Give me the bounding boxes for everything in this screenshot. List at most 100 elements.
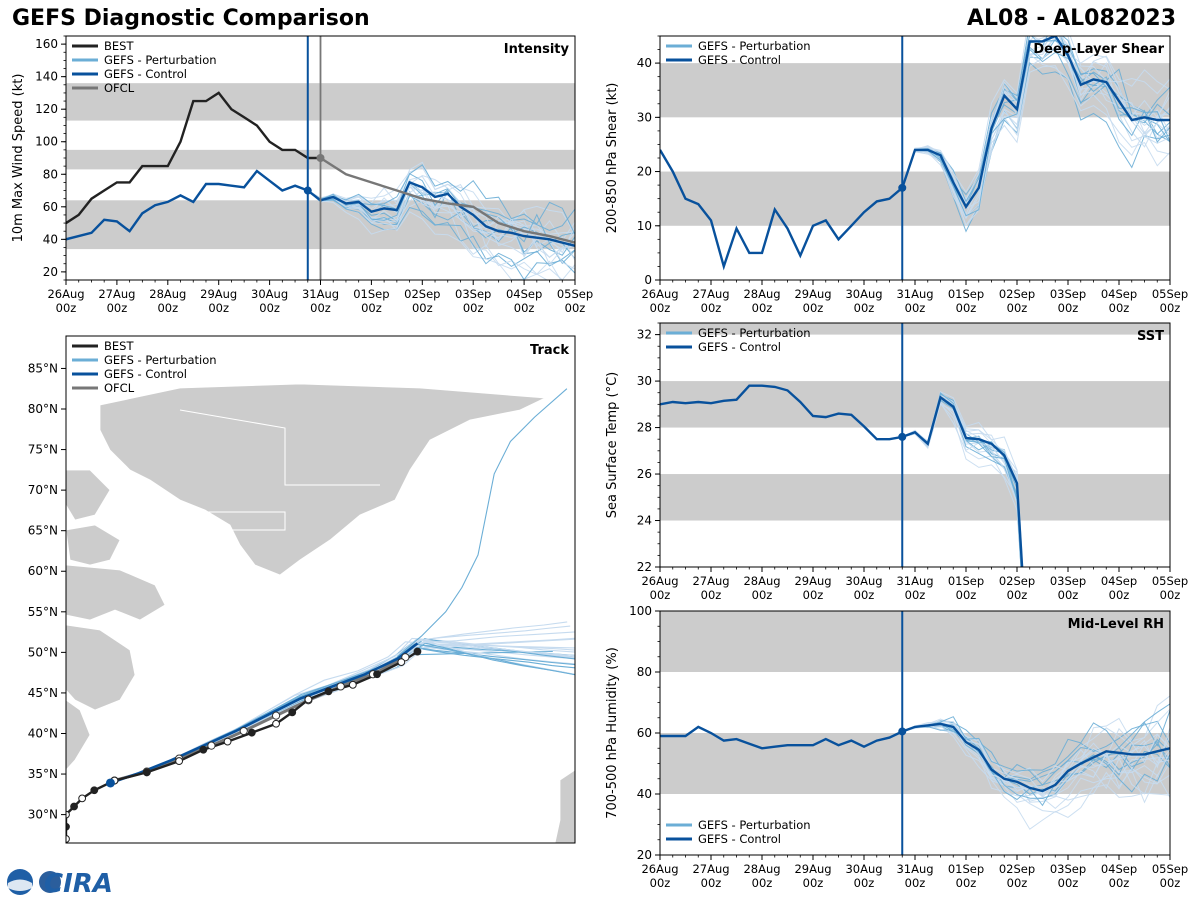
- intensity-ofcl-marker: [316, 154, 325, 162]
- landmass-5: [66, 699, 91, 771]
- rh-plot-area: [660, 611, 1170, 830]
- shear-xtick-day: 05Sep: [1152, 287, 1188, 301]
- intensity-legend-label: GEFS - Perturbation: [104, 53, 217, 67]
- track-map-area: [66, 336, 575, 843]
- sst-xtick-hour: 00z: [854, 588, 875, 602]
- rh-xtick-day: 04Sep: [1101, 862, 1137, 876]
- shear-xtick-day: 27Aug: [692, 287, 729, 301]
- rh-xtick-day: 03Sep: [1050, 862, 1086, 876]
- sst-xtick-hour: 00z: [701, 588, 722, 602]
- rh-xtick-hour: 00z: [854, 876, 875, 890]
- track-lat-label: 40°N: [28, 726, 58, 740]
- sst-series-gefs-control: [660, 384, 1024, 567]
- landmass-3: [66, 564, 166, 621]
- sst-xtick-day: 04Sep: [1101, 574, 1137, 588]
- shear-title: Deep-Layer Shear: [1033, 42, 1164, 57]
- sst-xtick-day: 30Aug: [845, 574, 882, 588]
- intensity-ytick-label: 40: [43, 232, 58, 246]
- intensity-ylabel: 10m Max Wind Speed (kt): [11, 74, 26, 243]
- rh-xtick-day: 27Aug: [692, 862, 729, 876]
- intensity-xtick-day: 01Sep: [353, 287, 389, 301]
- shear-ylabel: 200-850 hPa Shear (kt): [605, 83, 620, 234]
- rh-xtick-day: 05Sep: [1152, 862, 1188, 876]
- rh-xtick-hour: 00z: [1058, 876, 1079, 890]
- track-best-point: [272, 719, 280, 728]
- track-best-point: [175, 757, 184, 765]
- intensity-series-best: [66, 91, 321, 225]
- cira-logo: CIRA: [7, 869, 113, 898]
- intensity-ytick-label: 60: [43, 200, 58, 214]
- shear-xtick-hour: 00z: [1058, 301, 1079, 315]
- shear-ytick-label: 40: [637, 56, 652, 70]
- track-best-point: [66, 835, 70, 843]
- track-panel: 30°N 35°N 40°N 45°N 50°N 55°N 60°N 65°N 70°N 75°N…: [28, 335, 576, 844]
- rh-panel: 2040608010026Aug00z27Aug00z28Aug00z29Aug…: [605, 604, 1188, 890]
- track-best-point: [348, 680, 357, 689]
- rh-ytick-label: 40: [637, 787, 652, 801]
- intensity-xtick-hour: 00z: [208, 301, 229, 315]
- rh-xtick-hour: 00z: [650, 876, 671, 890]
- intensity-xtick-hour: 00z: [361, 301, 382, 315]
- rh-xtick-hour: 00z: [803, 876, 824, 890]
- track-lat-label: 55°N: [28, 605, 58, 619]
- track-legend-label: GEFS - Perturbation: [104, 353, 217, 367]
- rh-legend-label: GEFS - Perturbation: [698, 818, 811, 832]
- sst-ytick-label: 22: [637, 560, 652, 574]
- sst-ytick-label: 30: [637, 374, 652, 388]
- shear-series-gefs-control: [660, 36, 1170, 271]
- shear-perturbation-member-20: [901, 36, 1170, 194]
- track-best-point: [199, 745, 208, 754]
- sst-xtick-hour: 00z: [1109, 588, 1130, 602]
- track-ofcl-point: [271, 711, 281, 720]
- sst-xtick-day: 29Aug: [794, 574, 831, 588]
- shear-xtick-day: 03Sep: [1050, 287, 1086, 301]
- rh-legend-label: GEFS - Control: [698, 832, 781, 846]
- shear-band-0: [660, 171, 1170, 226]
- track-best-point: [223, 737, 232, 746]
- sst-xtick-hour: 00z: [803, 588, 824, 602]
- intensity-perturbation-member-2: [307, 190, 548, 280]
- landmass-0: [99, 383, 547, 576]
- greenland-border-lines: [179, 409, 380, 531]
- shear-ytick-label: 30: [637, 110, 652, 124]
- cira-globe-icon: [39, 871, 61, 893]
- intensity-xtick-hour: 00z: [107, 301, 128, 315]
- intensity-xtick-hour: 00z: [310, 301, 331, 315]
- intensity-perturbation-member-12: [307, 190, 575, 280]
- track-ofcl-point: [336, 682, 345, 691]
- sst-xtick-hour: 00z: [1058, 588, 1079, 602]
- shear-xtick-hour: 00z: [1109, 301, 1130, 315]
- shear-xtick-day: 28Aug: [743, 287, 780, 301]
- rh-xtick-day: 29Aug: [794, 862, 831, 876]
- sst-ytick-label: 26: [637, 467, 652, 481]
- sst-xtick-hour: 00z: [905, 588, 926, 602]
- rh-xtick-day: 26Aug: [641, 862, 678, 876]
- sst-xtick-hour: 00z: [1007, 588, 1028, 602]
- rh-xtick-hour: 00z: [752, 876, 773, 890]
- track-best-point: [70, 802, 78, 811]
- rh-xtick-hour: 00z: [1007, 876, 1028, 890]
- track-lat-label: 80°N: [28, 402, 58, 416]
- rh-ytick-label: 20: [637, 848, 652, 862]
- intensity-xtick-hour: 00z: [514, 301, 535, 315]
- shear-xtick-day: 04Sep: [1101, 287, 1137, 301]
- track-best-point: [413, 647, 422, 656]
- track-lat-label: 75°N: [28, 443, 58, 457]
- track-ofcl-point: [207, 741, 216, 750]
- track-best-point: [66, 810, 70, 819]
- shear-xtick-day: 30Aug: [845, 287, 882, 301]
- intensity-perturbation-member-19: [307, 185, 575, 261]
- track-control: [109, 642, 419, 785]
- intensity-control-init-marker: [303, 186, 312, 195]
- rh-xtick-hour: 00z: [1109, 876, 1130, 890]
- rh-ytick-label: 60: [637, 726, 652, 740]
- track-best-point: [288, 708, 297, 717]
- rh-title: Mid-Level RH: [1068, 617, 1164, 632]
- track-perturbation-north: [396, 388, 568, 657]
- intensity-xtick-hour: 00z: [412, 301, 433, 315]
- track-legend-label: OFCL: [104, 381, 135, 395]
- shear-xtick-hour: 00z: [905, 301, 926, 315]
- intensity-xtick-hour: 00z: [463, 301, 484, 315]
- track-frame: [65, 335, 576, 844]
